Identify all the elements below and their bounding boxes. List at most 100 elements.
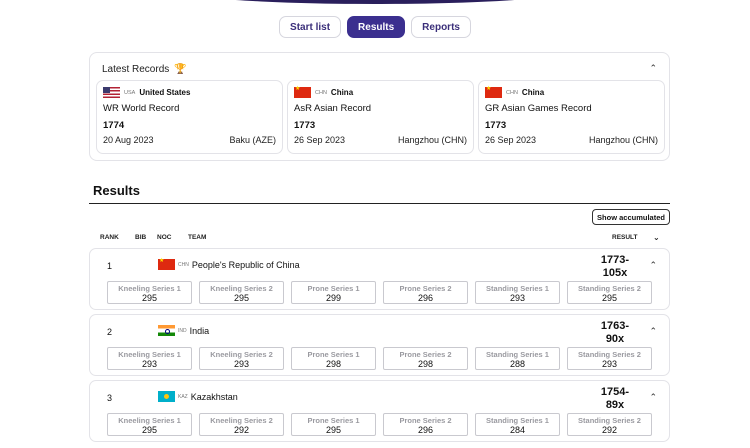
series-value: 295 — [141, 425, 158, 435]
series-label: Prone Series 1 — [307, 350, 360, 359]
series-label: Prone Series 2 — [399, 416, 452, 425]
series-label: Kneeling Series 1 — [118, 350, 181, 359]
record-card: CHN China AsR Asian Record 1773 26 Sep 2… — [287, 80, 474, 154]
series-value: 296 — [417, 425, 434, 435]
series-value: 295 — [233, 293, 250, 303]
record-score: 1773 — [294, 120, 316, 131]
chevron-up-icon[interactable]: ⌃ — [649, 326, 657, 336]
results-title: Results — [93, 183, 140, 198]
series-scores: Kneeling Series 1 295 Kneeling Series 2 29… — [107, 413, 652, 436]
noc-code: USA — [124, 89, 136, 96]
noc-code: KAZ — [178, 393, 188, 400]
rank: 2 — [107, 327, 113, 337]
result-row[interactable]: 3 KAZ Kazakhstan 1754- 89x ⌃ Kneeling Se… — [89, 380, 670, 442]
series-value: 288 — [509, 359, 526, 369]
tab-start-list[interactable]: Start list — [279, 16, 342, 38]
record-type: WR World Record — [103, 103, 180, 114]
series-box: Kneeling Series 1 293 — [107, 347, 192, 370]
series-label: Standing Series 2 — [578, 284, 641, 293]
tab-results[interactable]: Results — [347, 16, 406, 38]
record-card: CHN China GR Asian Games Record 1773 26 … — [478, 80, 665, 154]
noc-code: CHN — [506, 89, 518, 96]
results-column-headers: RANK BIB NOC TEAM RESULT ⌄ — [89, 233, 670, 244]
chevron-down-icon[interactable]: ⌄ — [653, 233, 660, 242]
series-scores: Kneeling Series 1 295 Kneeling Series 2 29… — [107, 281, 652, 304]
result-row[interactable]: 2 IND India 1763- 90x ⌃ Kneeling Series … — [89, 314, 670, 376]
series-value: 293 — [601, 359, 618, 369]
flag-china-icon — [158, 257, 175, 270]
column-bib[interactable]: BIB — [135, 234, 147, 241]
series-label: Prone Series 1 — [307, 284, 360, 293]
tab-bar: Start list Results Reports — [0, 16, 750, 38]
flag-india-icon — [158, 325, 175, 336]
chevron-up-icon[interactable]: ⌃ — [649, 260, 657, 270]
series-value: 295 — [141, 293, 158, 303]
series-label: Prone Series 2 — [399, 350, 452, 359]
series-box: Kneeling Series 2 292 — [199, 413, 284, 436]
noc-code: IND — [178, 327, 187, 334]
divider — [89, 203, 670, 204]
latest-records-title: Latest Records — [102, 64, 170, 75]
series-value: 293 — [233, 359, 250, 369]
series-value: 295 — [325, 425, 342, 435]
show-accumulated-button[interactable]: Show accumulated — [592, 209, 670, 225]
result-total: 1773- — [600, 254, 630, 266]
result-score: 1763- 90x — [595, 320, 635, 346]
record-card: USA United States WR World Record 1774 2… — [96, 80, 283, 154]
series-box: Standing Series 2 292 — [567, 413, 652, 436]
series-box: Prone Series 1 298 — [291, 347, 376, 370]
result-row[interactable]: 1 CHN People's Republic of China 1773- 1… — [89, 248, 670, 310]
series-box: Prone Series 1 299 — [291, 281, 376, 304]
team-name: India — [189, 325, 210, 336]
record-venue: Hangzhou (CHN) — [588, 135, 658, 145]
series-box: Prone Series 1 295 — [291, 413, 376, 436]
latest-records-header[interactable]: Latest Records 🏆 — [102, 64, 187, 75]
record-country: China — [330, 88, 354, 97]
chevron-up-icon[interactable]: ⌃ — [649, 63, 657, 73]
result-score: 1754- 89x — [595, 386, 635, 412]
series-label: Kneeling Series 1 — [118, 416, 181, 425]
tab-reports[interactable]: Reports — [411, 16, 471, 38]
chevron-up-icon[interactable]: ⌃ — [649, 392, 657, 402]
series-box: Kneeling Series 1 295 — [107, 413, 192, 436]
noc-code: CHN — [178, 261, 189, 268]
column-rank[interactable]: RANK — [100, 234, 119, 241]
series-box: Prone Series 2 296 — [383, 413, 468, 436]
series-label: Prone Series 1 — [307, 416, 360, 425]
series-value: 292 — [233, 425, 250, 435]
trophy-icon: 🏆 — [174, 64, 187, 75]
column-noc[interactable]: NOC — [157, 234, 172, 241]
series-value: 298 — [325, 359, 342, 369]
result-score: 1773- 105x — [595, 254, 635, 280]
series-box: Prone Series 2 298 — [383, 347, 468, 370]
series-value: 292 — [601, 425, 618, 435]
series-box: Standing Series 2 293 — [567, 347, 652, 370]
series-box: Kneeling Series 1 295 — [107, 281, 192, 304]
record-date: 26 Sep 2023 — [485, 135, 537, 145]
flag-china-icon — [294, 85, 311, 98]
series-scores: Kneeling Series 1 293 Kneeling Series 2 29… — [107, 347, 652, 370]
series-label: Standing Series 1 — [486, 416, 549, 425]
column-team[interactable]: TEAM — [188, 234, 207, 241]
series-box: Kneeling Series 2 293 — [199, 347, 284, 370]
record-type: GR Asian Games Record — [485, 103, 592, 114]
series-box: Prone Series 2 296 — [383, 281, 468, 304]
series-label: Prone Series 2 — [399, 284, 452, 293]
series-box: Standing Series 1 288 — [475, 347, 560, 370]
series-label: Standing Series 2 — [578, 350, 641, 359]
team-name: People's Republic of China — [191, 259, 300, 270]
series-label: Standing Series 2 — [578, 416, 641, 425]
column-result[interactable]: RESULT — [612, 234, 638, 241]
noc-code: CHN — [315, 89, 327, 96]
flag-usa-icon — [103, 87, 120, 98]
series-label: Standing Series 1 — [486, 284, 549, 293]
record-date: 26 Sep 2023 — [294, 135, 346, 145]
series-box: Standing Series 2 295 — [567, 281, 652, 304]
series-value: 299 — [325, 293, 342, 303]
flag-kazakhstan-icon — [158, 391, 175, 402]
latest-records-panel: Latest Records 🏆 ⌃ USA United States WR … — [89, 52, 670, 161]
series-value: 298 — [417, 359, 434, 369]
record-score: 1774 — [103, 120, 125, 131]
series-label: Kneeling Series 2 — [210, 350, 273, 359]
series-value: 295 — [601, 293, 618, 303]
